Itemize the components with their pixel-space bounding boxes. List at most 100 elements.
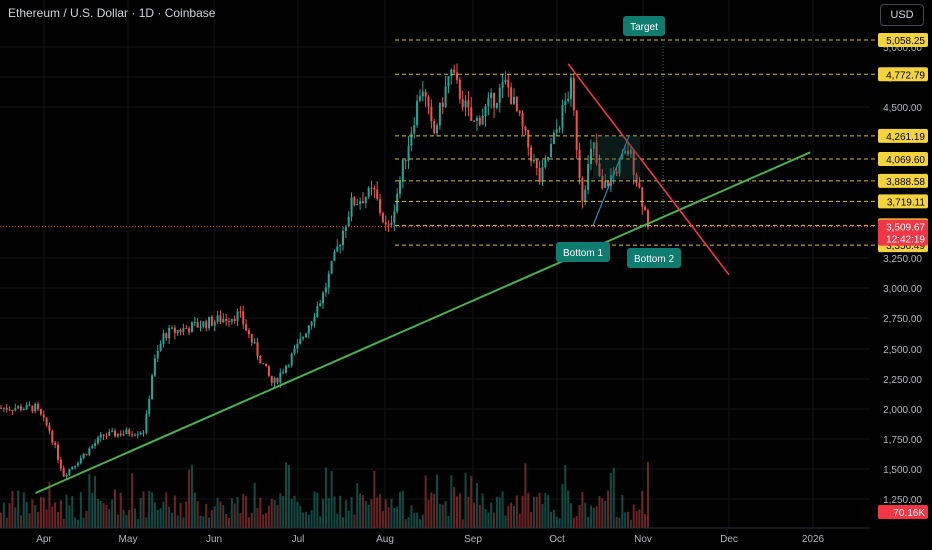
volume-bar [91, 493, 94, 528]
bottom2-annotation-bg [627, 248, 681, 268]
volume-bar [279, 493, 282, 528]
candle-body [447, 76, 450, 87]
volume-bar [108, 508, 111, 528]
candle-body [228, 321, 230, 323]
volume-bar [347, 510, 350, 528]
candle-body [265, 363, 268, 367]
candle-body [270, 375, 273, 383]
volume-bar [364, 500, 367, 528]
candle-body [213, 321, 216, 326]
candle-body [105, 435, 108, 437]
volume-bar [527, 492, 530, 528]
volume-bar [632, 504, 635, 528]
volume-bar [447, 515, 450, 528]
candle-body [552, 132, 555, 145]
candle-body [176, 330, 179, 333]
volume-bar [333, 496, 336, 528]
candles [0, 63, 649, 480]
volume-bar [156, 509, 159, 528]
volume-bar [196, 501, 199, 528]
candle-body [578, 149, 581, 179]
bottom1-annotation: Bottom 1 [563, 248, 603, 259]
currency-button[interactable]: USD [880, 4, 924, 26]
volume-bar [493, 512, 496, 528]
volume-bar [453, 486, 456, 528]
volume-bar [376, 497, 379, 528]
candle-body [387, 224, 390, 226]
candle-body [45, 417, 48, 426]
candle-body [547, 156, 550, 161]
level-label-bg [878, 67, 928, 82]
candle-body [324, 287, 327, 293]
candle-body [424, 91, 427, 97]
volume-bar [467, 496, 470, 528]
candle-body [481, 115, 484, 125]
current-price-bg [878, 219, 928, 246]
volume-bar [513, 506, 515, 528]
y-tick-label: 4,500.00 [883, 103, 922, 114]
candle-body [504, 79, 507, 82]
candle-body [139, 432, 142, 435]
volume-bar [644, 513, 647, 528]
volume-bar [116, 514, 119, 528]
volume-bar [510, 502, 513, 528]
candle-body [96, 437, 99, 444]
volume-bar [236, 497, 239, 528]
candle-body [199, 326, 202, 328]
volume-bar [205, 504, 208, 528]
candle-body [467, 100, 470, 108]
resistance-trendline [567, 63, 730, 276]
volume-bar [265, 513, 268, 528]
volume-bar [564, 465, 567, 528]
volume-bar [507, 506, 510, 528]
candle-body [48, 425, 51, 432]
candle-body [322, 292, 325, 304]
volume-bar [339, 495, 342, 528]
candle-body [550, 144, 553, 157]
volume-bar [629, 519, 632, 528]
candle-body [473, 120, 476, 122]
candle-body [353, 197, 356, 206]
candle-body [493, 92, 496, 108]
candle-body [561, 105, 564, 128]
level-label: 4,772.79 [886, 70, 925, 81]
candle-body [179, 330, 182, 332]
volume-bar [42, 497, 45, 528]
candle-body [475, 117, 478, 121]
volume-bar [396, 506, 399, 528]
countdown-label: 12:42:19 [886, 235, 925, 246]
volume-bar [102, 503, 105, 528]
candle-body [333, 251, 336, 261]
volume-bar [245, 496, 248, 528]
volume-bar [54, 502, 57, 528]
candle-body [589, 148, 592, 165]
candle-body [373, 187, 376, 190]
candle-body [310, 321, 313, 326]
candle-body [304, 333, 307, 338]
candle-body [171, 327, 173, 329]
candle-body [581, 178, 584, 202]
volume-bar [307, 514, 310, 528]
candle-body [495, 102, 498, 108]
volume-bar [153, 502, 156, 528]
volume-bar [242, 493, 245, 528]
candle-body [19, 406, 22, 411]
candle-body [253, 342, 256, 344]
volume-bar [418, 519, 421, 528]
candle-body [156, 350, 159, 359]
candle-body [5, 407, 8, 410]
volume-bar [567, 490, 570, 528]
candle-body [404, 159, 407, 162]
candle-body [456, 72, 458, 80]
volume-bar [168, 506, 171, 528]
volume-bar [598, 495, 601, 528]
candle-body [182, 328, 185, 332]
candle-body [538, 168, 541, 183]
volume-bar [575, 516, 578, 528]
volume-bar [584, 502, 587, 528]
volume-bar [461, 519, 464, 528]
candle-body [302, 337, 305, 339]
volume-bar [515, 495, 518, 528]
candle-body [94, 443, 97, 446]
